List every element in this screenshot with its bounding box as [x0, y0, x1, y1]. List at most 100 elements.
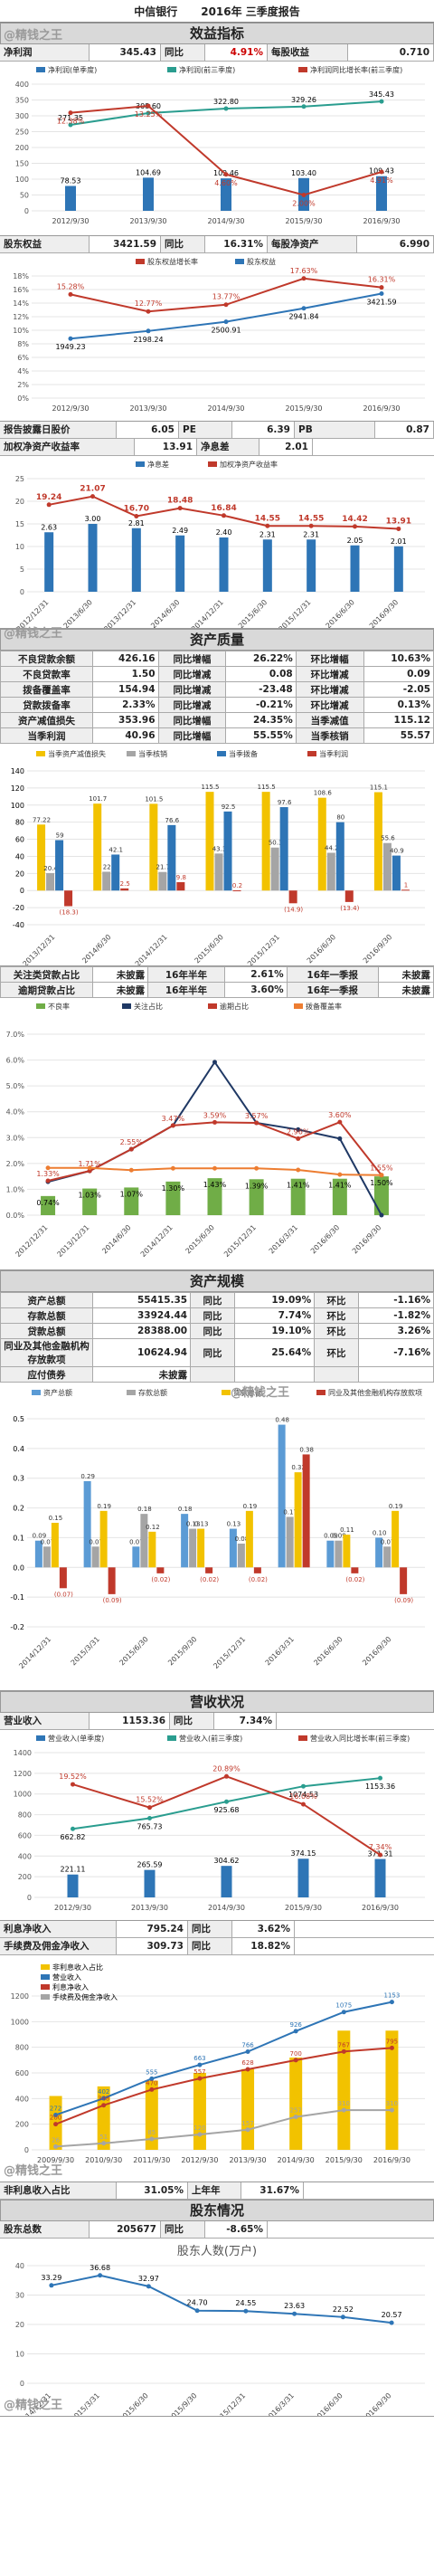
bvps-value: 6.990 [357, 236, 434, 252]
bar [290, 1178, 306, 1215]
cell-label: 贷款拨备率 [0, 697, 93, 713]
data-label: 200 [50, 2115, 61, 2122]
data-label: 16.31% [368, 276, 396, 284]
cell-value: 25.64% [233, 1338, 316, 1367]
cell-value: 10.63% [363, 651, 434, 667]
data-label: 0.11 [340, 1526, 354, 1534]
data-label: 0.29 [80, 1473, 95, 1480]
tick-label: 16% [13, 286, 29, 294]
tick-label: 2014/12/31 [134, 933, 169, 965]
tick-label: 2013/9/30 [230, 2156, 267, 2164]
profit-yoy: 4.91% [205, 44, 268, 61]
roe-label: 加权净资产收益率 [0, 439, 135, 455]
data-point [146, 103, 151, 109]
data-label: 0.2 [232, 882, 242, 889]
roe-row: 加权净资产收益率 13.91 净息差 2.01 [0, 439, 434, 456]
cell-value: 115.12 [363, 712, 434, 728]
legend-swatch [127, 751, 136, 756]
tick-label: 2016/6/30 [312, 1635, 344, 1667]
data-point [53, 2112, 59, 2117]
share-yoy-label: 同比 [161, 2221, 205, 2238]
nonint-prev: 31.67% [241, 2182, 304, 2199]
data-label: 157 [241, 2120, 253, 2127]
bar [55, 840, 64, 891]
bar [176, 881, 185, 891]
data-point [389, 2107, 394, 2113]
bar [193, 2073, 206, 2150]
tick-label: 2015/6/30 [193, 933, 225, 965]
data-label: 55.6 [381, 835, 395, 842]
data-point [170, 1123, 175, 1128]
tick-label: 100 [11, 802, 24, 810]
bar [207, 1178, 222, 1215]
data-point [146, 2284, 151, 2289]
bank-name: 中信银行 [134, 5, 178, 18]
tick-label: 2015/12/31 [212, 1635, 247, 1670]
tick-label: 2016/9/30 [363, 217, 400, 225]
data-label: 12.38% [57, 118, 85, 126]
tick-label: 2% [17, 381, 29, 389]
legend-entry: 存款总额 [138, 1388, 167, 1397]
tick-label: 2016/9/30 [363, 404, 400, 413]
data-point [45, 1165, 51, 1171]
tick-label: 2013/12/31 [56, 1223, 91, 1259]
bar [34, 1540, 42, 1568]
legend-entry: 营业收入(单季度) [48, 1734, 104, 1743]
data-label: 265.59 [137, 1861, 163, 1869]
bar [44, 532, 54, 592]
data-label: 2.55% [120, 1138, 144, 1146]
data-label: 115.5 [258, 784, 276, 791]
bar [373, 1176, 389, 1215]
bar [219, 537, 229, 592]
tick-label: 20 [15, 870, 24, 878]
legend-entry: 股东权益 [247, 257, 276, 266]
data-label: 16.70 [124, 505, 149, 514]
bar [337, 2030, 351, 2150]
legend-entry: 贷款总额 [233, 1388, 262, 1397]
legend-entry: 净利润同比增长率(前三季度) [310, 65, 402, 74]
bar [64, 890, 73, 907]
data-label: 766 [241, 2041, 254, 2048]
bar [373, 792, 382, 891]
data-label: 2.5 [120, 880, 130, 888]
bar [383, 1546, 392, 1568]
table-row: 不良贷款率 1.50 同比增减 0.08 环比增减 0.09 [0, 666, 434, 682]
legend-entry: 净息差 [147, 460, 169, 469]
legend-swatch [41, 1994, 50, 2000]
data-label: (0.09) [394, 1597, 413, 1604]
data-label: 1.71% [78, 1160, 101, 1168]
data-point [245, 2067, 250, 2072]
data-label: 0.15 [49, 1515, 63, 1522]
data-label: 374.15 [291, 1849, 316, 1858]
tick-label: 200 [15, 144, 29, 152]
data-label: (0.02) [200, 1576, 219, 1583]
cell-value: 3.60% [223, 982, 288, 998]
bar [270, 847, 279, 891]
nii-yoy: 3.62% [232, 1921, 295, 1937]
data-point [379, 285, 384, 290]
watermark-4: @精钱之王 [4, 2164, 63, 2178]
nim-label: 净息差 [197, 439, 259, 455]
cell-label: 关注类贷款占比 [0, 966, 93, 983]
data-label: 23.63 [284, 2302, 305, 2310]
data-label: 2.49 [172, 527, 188, 535]
bar [344, 890, 354, 902]
bar [46, 872, 55, 891]
cell-value: -23.48 [225, 681, 297, 698]
data-label: 24.55 [235, 2299, 256, 2307]
bar [376, 176, 387, 211]
data-label: 2.96% [287, 1127, 310, 1136]
nonint-label: 非利息收入占比 [0, 2182, 117, 2199]
data-label: 0.07 [381, 1538, 395, 1545]
data-label: 3.60% [328, 1111, 352, 1119]
cell-label: 资产减值损失 [0, 712, 93, 728]
cell-value: 10624.94 [91, 1338, 192, 1367]
bar [143, 177, 154, 211]
tick-label: 100 [15, 176, 29, 184]
profit-label: 净利润 [0, 44, 90, 61]
tick-label: 400 [15, 81, 29, 89]
tick-label: 6.0% [6, 1057, 25, 1065]
tick-label: 2016/3/31 [264, 2391, 296, 2416]
legend-swatch [167, 1735, 176, 1741]
data-label: 310 [386, 2100, 398, 2107]
